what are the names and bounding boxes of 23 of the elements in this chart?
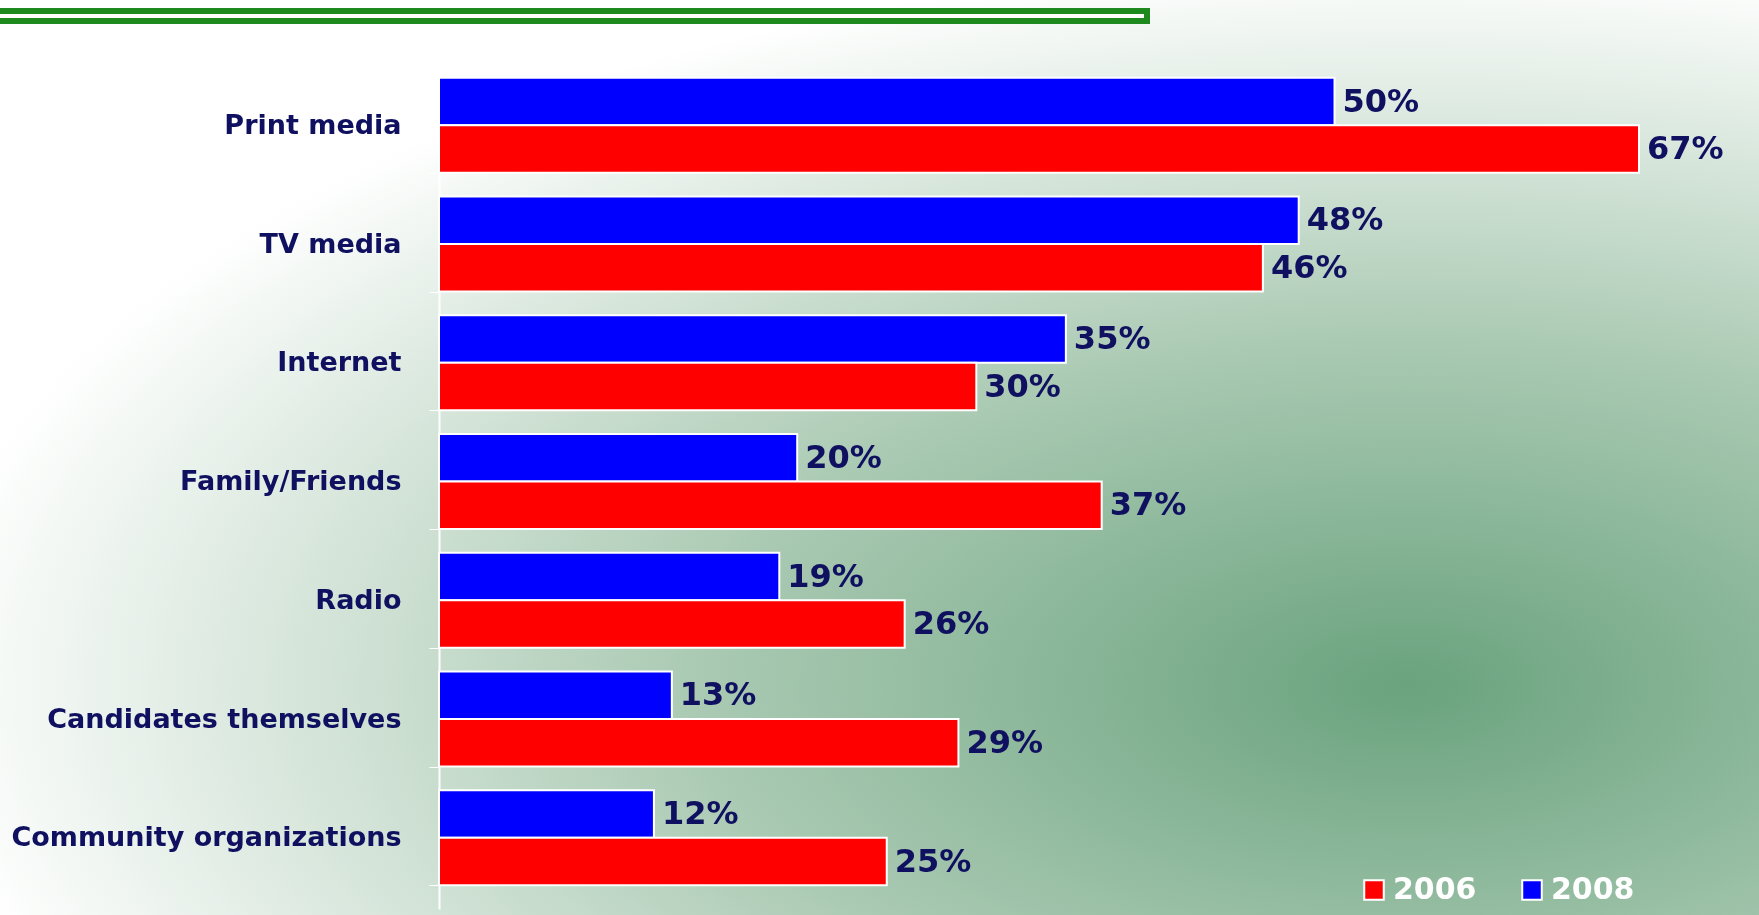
y-tick-label: Family/Friends (180, 465, 402, 496)
data-label: 35% (1073, 319, 1151, 357)
data-label: 20% (805, 437, 882, 476)
data-label: 25% (894, 841, 972, 880)
y-tick-label: Internet (277, 346, 402, 378)
data-label: 19% (787, 556, 864, 595)
y-tick-label: TV media (259, 227, 402, 259)
y-tick-label: Radio (315, 583, 402, 615)
data-label: 46% (1270, 247, 1348, 286)
data-label: 67% (1647, 129, 1724, 167)
data-label: 48% (1306, 200, 1384, 239)
data-label: 37% (1109, 485, 1187, 524)
y-tick-label: Print media (224, 108, 402, 140)
legend-label: 2008 (1551, 871, 1635, 906)
data-label: 26% (912, 604, 990, 642)
y-tick-label: Community organizations (11, 821, 402, 853)
data-label: 29% (966, 722, 1043, 761)
data-label: 12% (661, 794, 739, 832)
data-label: 30% (984, 366, 1061, 405)
data-label: 13% (679, 675, 757, 714)
y-tick-label: Candidates themselves (47, 702, 402, 734)
legend-label: 2006 (1393, 871, 1477, 906)
data-label: 50% (1342, 81, 1420, 120)
